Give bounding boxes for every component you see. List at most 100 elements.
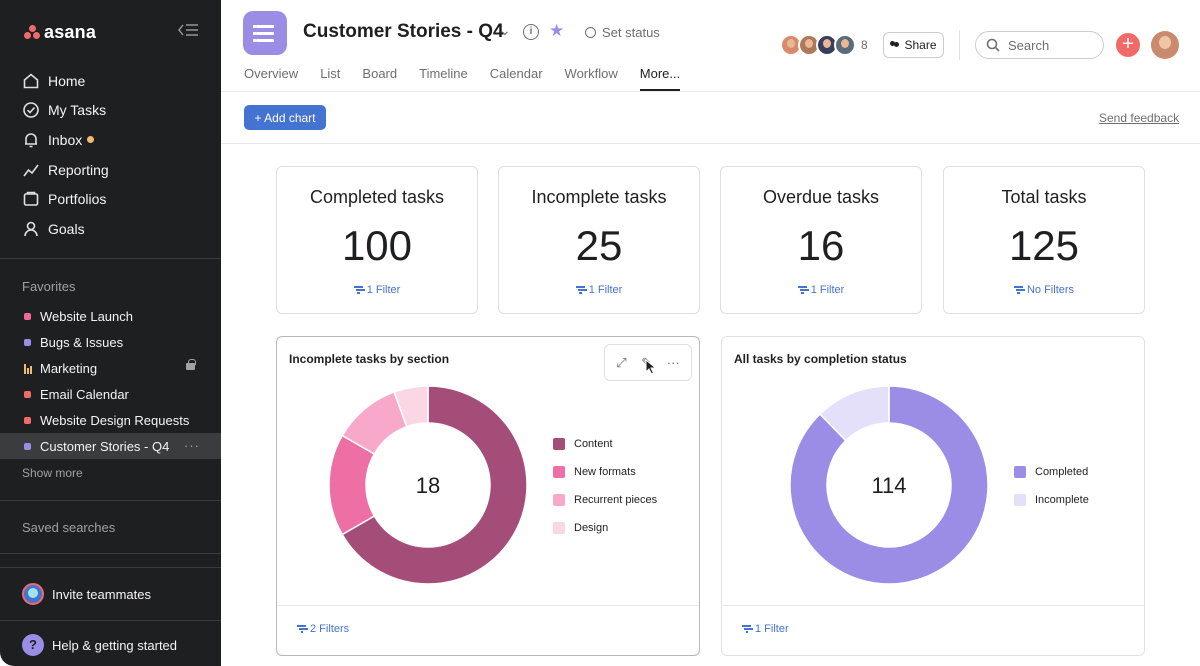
donut-slice-content[interactable] [341, 385, 528, 585]
card-value: 100 [341, 222, 413, 269]
member-count[interactable]: 8 [861, 38, 868, 52]
favorite-item[interactable]: Website Launch [0, 304, 221, 330]
send-feedback-link[interactable]: Send feedback [1099, 111, 1180, 125]
favorite-item[interactable]: Website Design Requests [0, 408, 221, 434]
favorite-item[interactable]: Bugs & Issues [0, 330, 221, 356]
legend-swatch [1014, 466, 1026, 478]
card-title: Completed tasks [309, 187, 445, 207]
card-value: 125 [1008, 222, 1080, 269]
share-button[interactable]: Share [883, 32, 944, 58]
filter-icon [297, 625, 306, 633]
sidebar-item-portfolios[interactable]: Portfolios [0, 184, 221, 214]
tab-timeline[interactable]: Timeline [419, 66, 468, 81]
sidebar-item-reporting[interactable]: Reporting [0, 155, 221, 185]
sidebar-item-label: Inbox [48, 131, 83, 148]
set-status-button[interactable]: Set status [585, 25, 660, 40]
project-list-icon[interactable] [243, 11, 287, 55]
sidebar-item-label: Portfolios [48, 191, 107, 208]
legend-label: Content [574, 438, 613, 450]
create-button[interactable]: + [1116, 33, 1140, 57]
add-chart-button[interactable]: + Add chart [244, 105, 326, 130]
filter-icon [742, 625, 751, 633]
card-title: Incomplete tasks [531, 187, 667, 207]
total-tasks-card[interactable]: Total tasks 125 No Filters [943, 166, 1145, 314]
donut-chart: 114 [789, 385, 989, 585]
incomplete-tasks-card[interactable]: Incomplete tasks 25 1 Filter [498, 166, 700, 314]
inbox-notification-dot [87, 136, 95, 144]
donut-center-value: 114 [871, 473, 906, 498]
asana-logo[interactable]: asana [24, 22, 96, 43]
chevron-down-icon[interactable]: ⌄ [499, 22, 511, 38]
favorite-item-label: Email Calendar [40, 387, 129, 403]
card-value: 25 [575, 222, 623, 269]
card-title: Overdue tasks [762, 187, 880, 207]
chart-title: Incomplete tasks by section [289, 352, 450, 366]
tab-workflow[interactable]: Workflow [564, 66, 618, 81]
person-icon [24, 221, 38, 236]
member-avatars[interactable] [780, 34, 856, 56]
more-options-icon[interactable]: ··· [184, 438, 200, 454]
info-icon[interactable]: i [523, 24, 539, 40]
card-filter-link[interactable]: 1 Filter [277, 284, 477, 296]
star-icon[interactable]: ★ [549, 21, 565, 40]
sidebar-divider [0, 553, 221, 554]
tab-more[interactable]: More... [639, 66, 681, 91]
favorites-list: Website Launch Bugs & Issues Marketing E… [0, 304, 221, 460]
sidebar-item-label: Home [48, 72, 86, 89]
favorite-item-label: Bugs & Issues [40, 335, 124, 351]
sidebar-item-my-tasks[interactable]: My Tasks [0, 96, 221, 126]
tab-board[interactable]: Board [362, 66, 398, 81]
search-input[interactable]: Search [975, 31, 1104, 59]
more-options-icon[interactable]: ··· [666, 355, 680, 370]
legend-item: Recurrent pieces [553, 486, 657, 514]
project-title[interactable]: Customer Stories - Q4 [303, 21, 504, 42]
filter-icon [1013, 286, 1023, 294]
legend-label: Incomplete [1035, 494, 1089, 506]
avatar [834, 34, 856, 56]
project-color-swatch [24, 417, 31, 424]
incomplete-by-section-chart-card[interactable]: Incomplete tasks by section ⤢ ✎ ··· 18 C… [276, 336, 700, 656]
chart-title: All tasks by completion status [734, 352, 907, 366]
sidebar-item-goals[interactable]: Goals [0, 214, 221, 244]
favorite-item-active[interactable]: Customer Stories - Q4 ··· [0, 433, 221, 460]
sidebar-divider [0, 500, 221, 501]
sidebar-item-inbox[interactable]: Inbox [0, 125, 221, 155]
donut-center-value: 18 [416, 473, 440, 498]
legend-label: New formats [574, 466, 636, 478]
completion-status-chart-card[interactable]: All tasks by completion status 114 Compl… [721, 336, 1145, 656]
favorite-item[interactable]: Email Calendar [0, 382, 221, 408]
tab-list[interactable]: List [320, 66, 341, 81]
chart-filter-link[interactable]: 2 Filters [297, 623, 349, 635]
chart-filter-link[interactable]: 1 Filter [742, 623, 789, 635]
legend-item: New formats [553, 458, 657, 486]
filter-label: 1 Filter [588, 284, 623, 296]
donut-slice-design[interactable] [393, 385, 429, 428]
favorites-heading[interactable]: Favorites [22, 279, 76, 294]
card-filter-link[interactable]: 1 Filter [499, 284, 699, 296]
overdue-tasks-card[interactable]: Overdue tasks 16 1 Filter [720, 166, 922, 314]
favorite-item-label: Website Launch [40, 309, 133, 325]
expand-icon[interactable]: ⤢ [616, 354, 627, 370]
project-color-swatch [24, 391, 31, 399]
sidebar-item-home[interactable]: Home [0, 66, 221, 96]
collapse-sidebar-icon[interactable] [176, 22, 200, 42]
filter-icon [575, 286, 585, 294]
user-avatar[interactable] [1151, 31, 1179, 59]
help-label: Help & getting started [52, 637, 178, 653]
legend-item: Content [553, 430, 657, 458]
donut-slice-incomplete[interactable] [818, 385, 890, 442]
legend-label: Recurrent pieces [574, 494, 658, 506]
card-filter-link[interactable]: No Filters [944, 284, 1144, 296]
favorite-item-label: Website Design Requests [40, 413, 190, 428]
home-icon [23, 73, 39, 89]
saved-searches-heading[interactable]: Saved searches [22, 520, 116, 535]
invite-teammates-button[interactable]: Invite teammates [22, 583, 151, 605]
tab-overview[interactable]: Overview [244, 66, 299, 81]
tab-calendar[interactable]: Calendar [489, 66, 543, 81]
favorite-item[interactable]: Marketing [0, 356, 221, 382]
donut-slice-completed[interactable] [789, 385, 989, 585]
completed-tasks-card[interactable]: Completed tasks 100 1 Filter [276, 166, 478, 314]
show-more-link[interactable]: Show more [22, 466, 83, 480]
help-button[interactable]: ? Help & getting started [22, 634, 177, 656]
card-filter-link[interactable]: 1 Filter [721, 284, 921, 296]
